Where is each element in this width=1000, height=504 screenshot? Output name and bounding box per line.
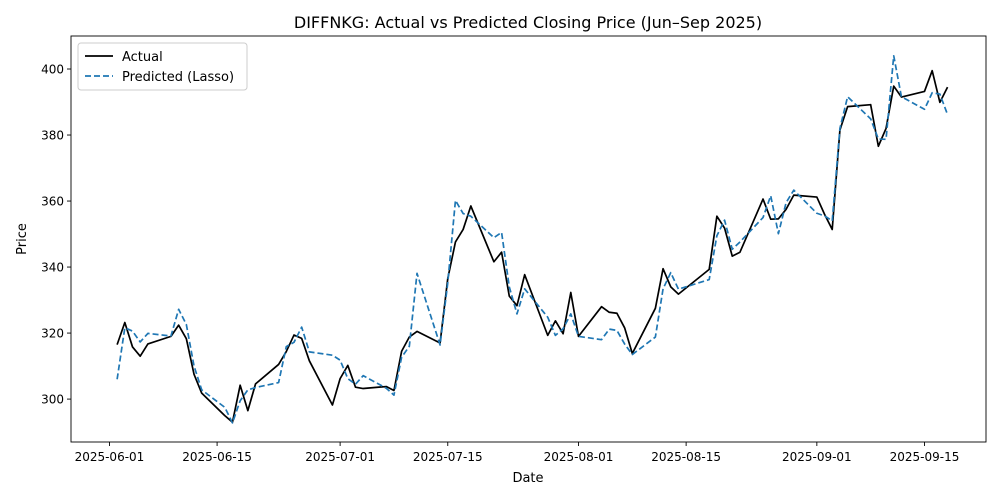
plot-frame	[70, 35, 987, 443]
x-tick-label: 2025-09-01	[782, 450, 852, 464]
x-axis: 2025-06-01 2025-06-15 2025-07-01 2025-07-15…	[75, 442, 960, 464]
series-line-actual	[116, 69, 949, 424]
series-layer	[116, 54, 949, 424]
y-tick-label: 400	[41, 63, 64, 77]
x-tick-label: 2025-06-01	[75, 450, 145, 464]
y-tick-label: 380	[41, 129, 64, 143]
x-tick-label: 2025-08-01	[544, 450, 614, 464]
legend-frame	[77, 42, 248, 91]
y-axis: 300 320 340 360 380 400	[41, 63, 71, 407]
x-axis-label: Date	[512, 471, 543, 486]
legend-label-actual: Actual	[122, 50, 163, 65]
chart-title: DIFFNKG: Actual vs Predicted Closing Pri…	[294, 13, 762, 32]
y-tick-label: 300	[41, 393, 64, 407]
y-tick-label: 340	[41, 261, 64, 275]
x-tick-label: 2025-06-15	[182, 450, 252, 464]
x-tick-label: 2025-09-15	[890, 450, 960, 464]
x-tick-label: 2025-07-15	[413, 450, 483, 464]
legend-label-predicted: Predicted (Lasso)	[122, 70, 234, 85]
legend: Actual Predicted (Lasso)	[77, 42, 248, 91]
y-axis-label: Price	[15, 223, 30, 255]
series-line-predicted	[116, 54, 949, 424]
x-tick-label: 2025-08-15	[651, 450, 721, 464]
y-tick-label: 360	[41, 195, 64, 209]
x-tick-label: 2025-07-01	[305, 450, 375, 464]
y-tick-label: 320	[41, 327, 64, 341]
